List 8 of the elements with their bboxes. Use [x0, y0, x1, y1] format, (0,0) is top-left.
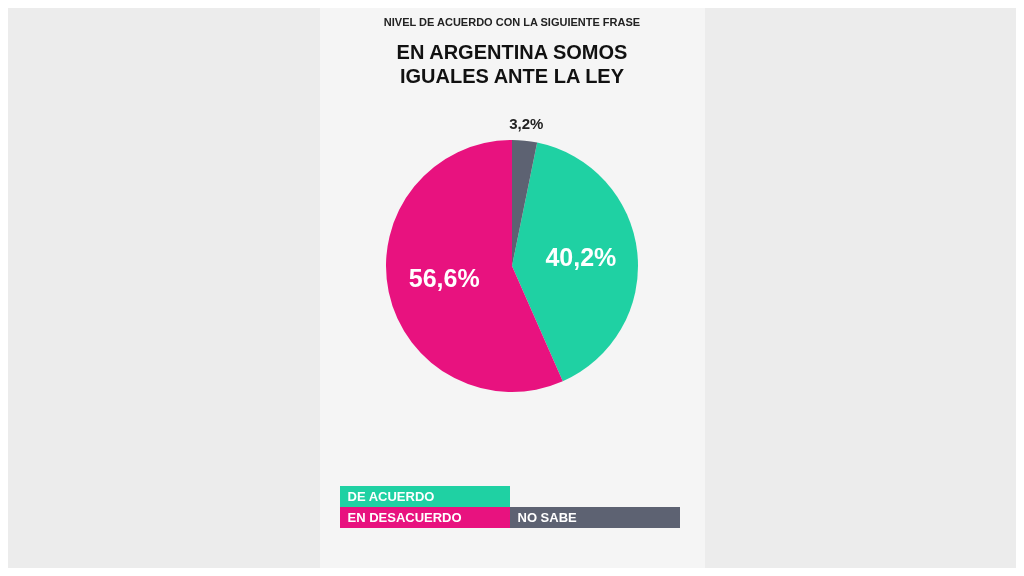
data-label: 40,2% — [545, 242, 617, 271]
legend-label: EN DESACUERDO — [347, 510, 462, 525]
data-label: 56,6% — [408, 264, 480, 293]
legend-label: DE ACUERDO — [347, 489, 435, 504]
legend-label: NO SABE — [517, 510, 577, 525]
chart-title: EN ARGENTINA SOMOS IGUALES ANTE LA LEY — [395, 40, 629, 88]
chart-subtitle: NIVEL DE ACUERDO CON LA SIGUIENTE FRASE — [383, 16, 641, 28]
data-label: 3,2% — [509, 114, 544, 132]
